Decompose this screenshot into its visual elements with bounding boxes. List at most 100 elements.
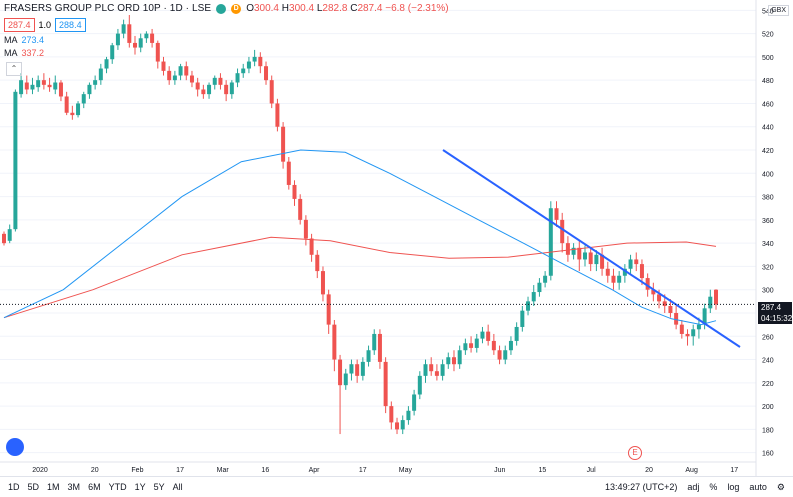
candle-body	[582, 252, 587, 260]
candle-body	[2, 233, 6, 244]
candle-body	[360, 361, 365, 376]
candle-body	[172, 75, 177, 81]
scale-option-auto[interactable]: auto	[749, 482, 767, 492]
settings-icon[interactable]: ⚙	[776, 482, 785, 492]
scale-option-adj[interactable]: adj	[687, 482, 700, 492]
candle-body	[76, 103, 81, 116]
x-tick-label: 20	[91, 467, 99, 474]
candle-body	[195, 82, 200, 90]
candle-body	[679, 324, 684, 334]
ma-slow-legend[interactable]: MA 337.2	[4, 48, 45, 58]
candle-body	[714, 289, 718, 305]
candle-body	[628, 259, 633, 269]
candle-body	[258, 56, 263, 67]
tradingview-logo-icon[interactable]	[6, 438, 24, 456]
candle-body	[708, 296, 713, 309]
ma-fast-legend[interactable]: MA 273.4	[4, 35, 45, 45]
candle-body	[400, 420, 405, 430]
ohlc-values: O300.4 H300.4 L282.8 C287.4 −6.8 (−2.31%…	[246, 3, 449, 14]
x-tick-label: Jul	[587, 467, 596, 474]
candle-body	[218, 77, 223, 85]
x-tick-label: Jun	[494, 467, 505, 474]
candle-body	[104, 59, 109, 69]
y-tick-label: 180	[762, 427, 774, 434]
candle-body	[554, 208, 559, 220]
y-tick-label: 340	[762, 241, 774, 248]
earnings-event-icon[interactable]: E	[628, 446, 642, 460]
candle-body	[309, 238, 314, 255]
candle-body	[13, 91, 18, 230]
range-button-1m[interactable]: 1M	[47, 482, 60, 492]
candle-body	[406, 410, 411, 421]
candle-body	[514, 326, 519, 341]
current-price-tag: 287.4	[758, 302, 792, 313]
y-tick-label: 540	[762, 8, 774, 15]
candle-body	[150, 33, 155, 43]
ask-box[interactable]: 288.4	[55, 18, 86, 32]
x-tick-label: 15	[539, 467, 547, 474]
range-button-all[interactable]: All	[172, 482, 183, 492]
candle-body	[41, 80, 46, 85]
candle-body	[577, 247, 582, 260]
candle-body	[417, 375, 422, 395]
range-button-5d[interactable]: 5D	[27, 482, 40, 492]
y-tick-label: 420	[762, 148, 774, 155]
candle-body	[246, 61, 251, 69]
candle-body	[269, 80, 274, 104]
x-tick-label: Aug	[685, 467, 698, 474]
candle-body	[178, 66, 183, 76]
candle-body	[315, 254, 320, 272]
candle-body	[189, 75, 194, 83]
candle-body	[503, 350, 508, 360]
candle-body	[463, 343, 468, 351]
scale-options: 13:49:27 (UTC+2) adj% log auto ⚙	[605, 482, 785, 493]
collapse-legend-icon[interactable]: ⌃	[6, 62, 22, 76]
x-tick-label: Mar	[217, 467, 230, 474]
range-button-1d[interactable]: 1D	[8, 482, 20, 492]
candle-body	[548, 208, 553, 276]
candle-body	[560, 219, 565, 244]
candle-body	[474, 338, 479, 348]
candle-body	[121, 24, 126, 34]
y-tick-label: 480	[762, 78, 774, 85]
candle-body	[537, 282, 542, 293]
candle-body	[702, 308, 707, 325]
candle-body	[412, 394, 417, 411]
candle-body	[81, 94, 86, 104]
ma-slow-line	[3, 236, 717, 319]
candle-body	[64, 96, 69, 113]
candle-body	[292, 184, 297, 199]
range-button-5y[interactable]: 5Y	[153, 482, 165, 492]
price-chart[interactable]: 1601802002202402602803003203403603804004…	[0, 0, 793, 476]
candle-body	[53, 82, 58, 90]
y-tick-label: 240	[762, 358, 774, 365]
candle-body	[207, 84, 212, 95]
currency-label: GBX	[768, 5, 789, 16]
symbol-title[interactable]: FRASERS GROUP PLC ORD 10P · 1D · LSE	[4, 3, 212, 14]
scale-option-log[interactable]: log	[727, 482, 740, 492]
countdown-tag: 04:15:32	[758, 313, 792, 324]
range-button-ytd[interactable]: YTD	[108, 482, 127, 492]
candle-body	[58, 82, 63, 97]
candle-body	[349, 364, 354, 374]
candle-body	[275, 103, 280, 127]
range-button-3m[interactable]: 3M	[67, 482, 81, 492]
candle-body	[491, 340, 496, 351]
range-button-1y[interactable]: 1Y	[134, 482, 146, 492]
range-button-6m[interactable]: 6M	[88, 482, 101, 492]
candle-body	[389, 406, 394, 423]
candle-body	[326, 294, 331, 325]
x-tick-label: Apr	[309, 467, 321, 474]
clock-time[interactable]: 13:49:27 (UTC+2)	[605, 482, 678, 492]
x-tick-label: 16	[261, 467, 269, 474]
y-tick-label: 520	[762, 32, 774, 39]
y-tick-label: 440	[762, 125, 774, 132]
candle-body	[696, 324, 701, 330]
candle-body	[155, 42, 160, 62]
bid-box[interactable]: 287.4	[4, 18, 35, 32]
candle-body	[212, 77, 217, 85]
scale-option-percent[interactable]: %	[709, 482, 718, 492]
delayed-data-icon: D	[231, 3, 242, 14]
candle-body	[161, 61, 166, 71]
x-tick-label: 20	[645, 467, 653, 474]
